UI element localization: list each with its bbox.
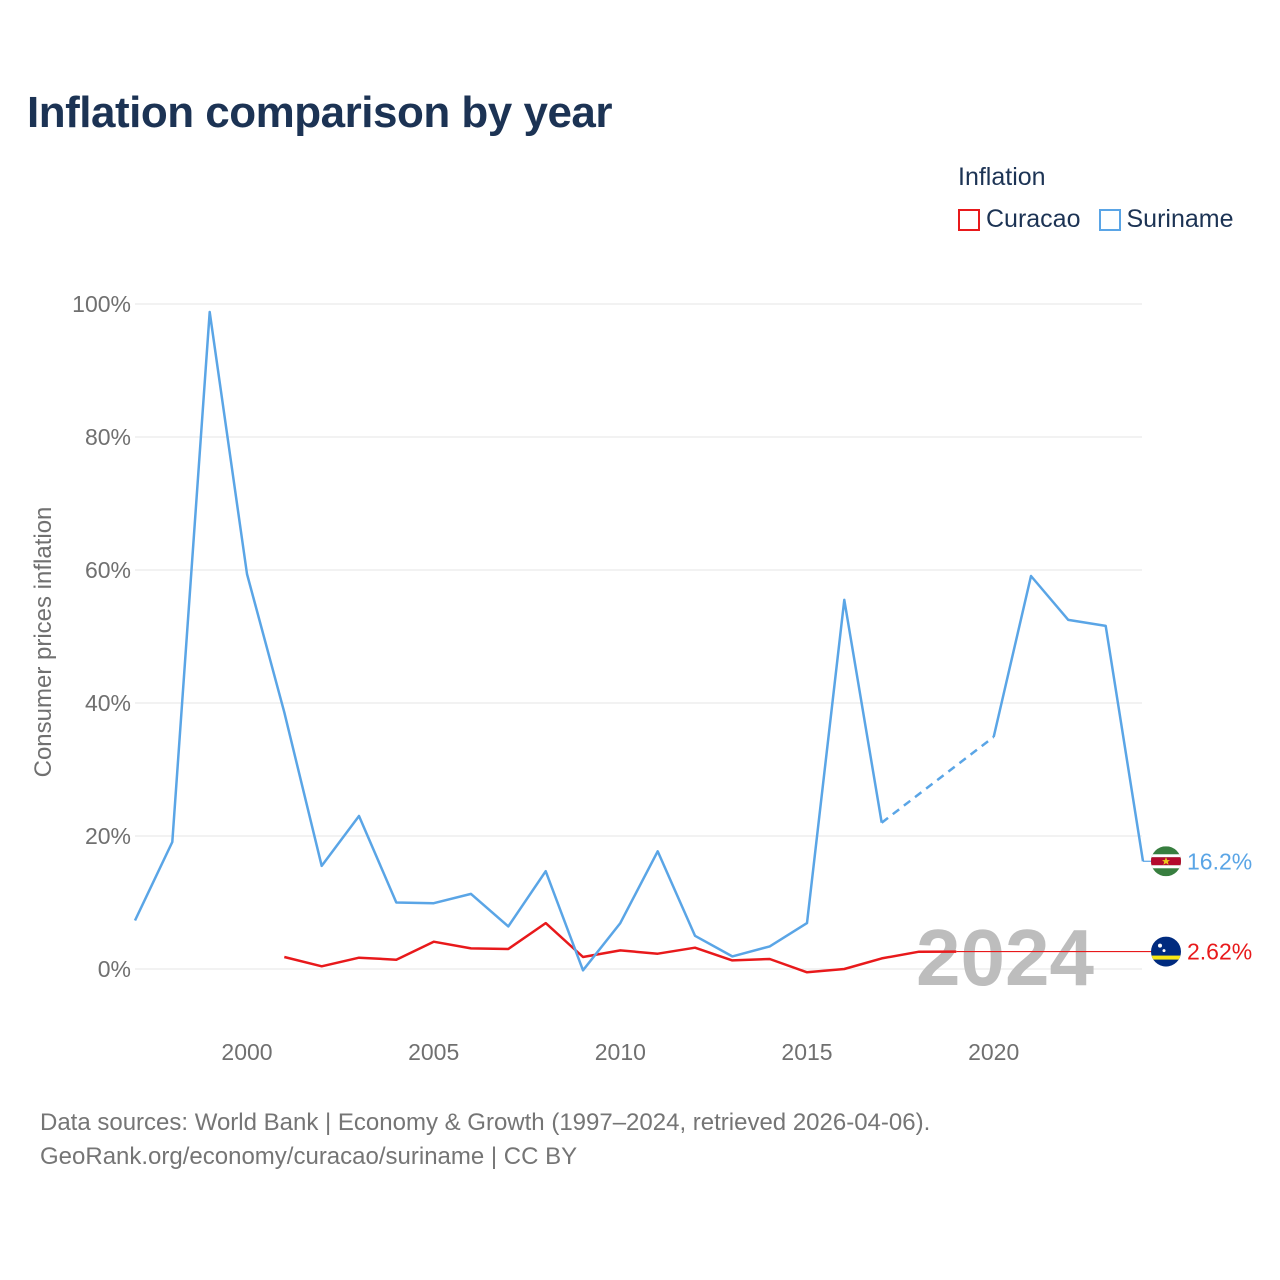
y-tick-label: 40%: [85, 690, 131, 716]
y-tick-label: 0%: [98, 956, 131, 982]
x-axis-ticks: 2000 2005 2010 2015 2020: [221, 1039, 1019, 1065]
legend-swatch-suriname: [1098, 208, 1121, 231]
series-lines: [133, 310, 1145, 974]
grid-lines: [135, 303, 1142, 970]
y-tick-label: 100%: [72, 291, 131, 317]
suriname-flag-icon: [1151, 846, 1181, 877]
series-line-suriname: [992, 574, 1145, 862]
source-line-1: Data sources: World Bank | Economy & Gro…: [40, 1109, 931, 1136]
end-markers: 2.62% 16.2%: [956, 846, 1252, 967]
series-suriname-gap: [880, 735, 995, 824]
y-tick-label: 20%: [85, 823, 131, 849]
legend-item-curacao[interactable]: Curacao: [958, 205, 1081, 234]
curacao-end-value: 2.62%: [1187, 939, 1252, 965]
x-tick-label: 2020: [968, 1039, 1019, 1065]
suriname-end-value: 16.2%: [1187, 848, 1252, 874]
legend-swatch-curacao: [958, 208, 980, 231]
legend-label-curacao: Curacao: [986, 205, 1081, 233]
legend-title: Inflation: [958, 163, 1046, 191]
y-tick-label: 80%: [85, 424, 131, 450]
y-tick-label: 60%: [85, 557, 131, 583]
x-tick-label: 2005: [408, 1039, 459, 1065]
inflation-line-chart: 0%20%40%60%80%100% 2000 2005 2010 2015 2020 …: [30, 291, 1252, 1065]
page-title: Inflation comparison by year: [27, 88, 613, 137]
series-line-suriname: [133, 310, 883, 972]
x-tick-label: 2015: [781, 1039, 832, 1065]
current-year-label: 2024: [916, 913, 1094, 1002]
source-link-line[interactable]: GeoRank.org/economy/curacao/suriname | C…: [40, 1143, 578, 1170]
series-line-curacao: [283, 921, 957, 974]
x-tick-label: 2010: [595, 1039, 646, 1065]
y-axis-label: Consumer prices inflation: [30, 507, 57, 778]
source-note: Data sources: World Bank | Economy & Gro…: [40, 1106, 930, 1174]
legend: Curacao Suriname: [958, 205, 1234, 234]
x-tick-label: 2000: [221, 1039, 272, 1065]
legend-item-suriname[interactable]: Suriname: [1098, 205, 1234, 234]
curacao-flag-icon: [1151, 936, 1181, 967]
y-axis-ticks: 0% 20% 40% 60% 80% 100%: [72, 291, 131, 982]
legend-label-suriname: Suriname: [1126, 205, 1234, 233]
